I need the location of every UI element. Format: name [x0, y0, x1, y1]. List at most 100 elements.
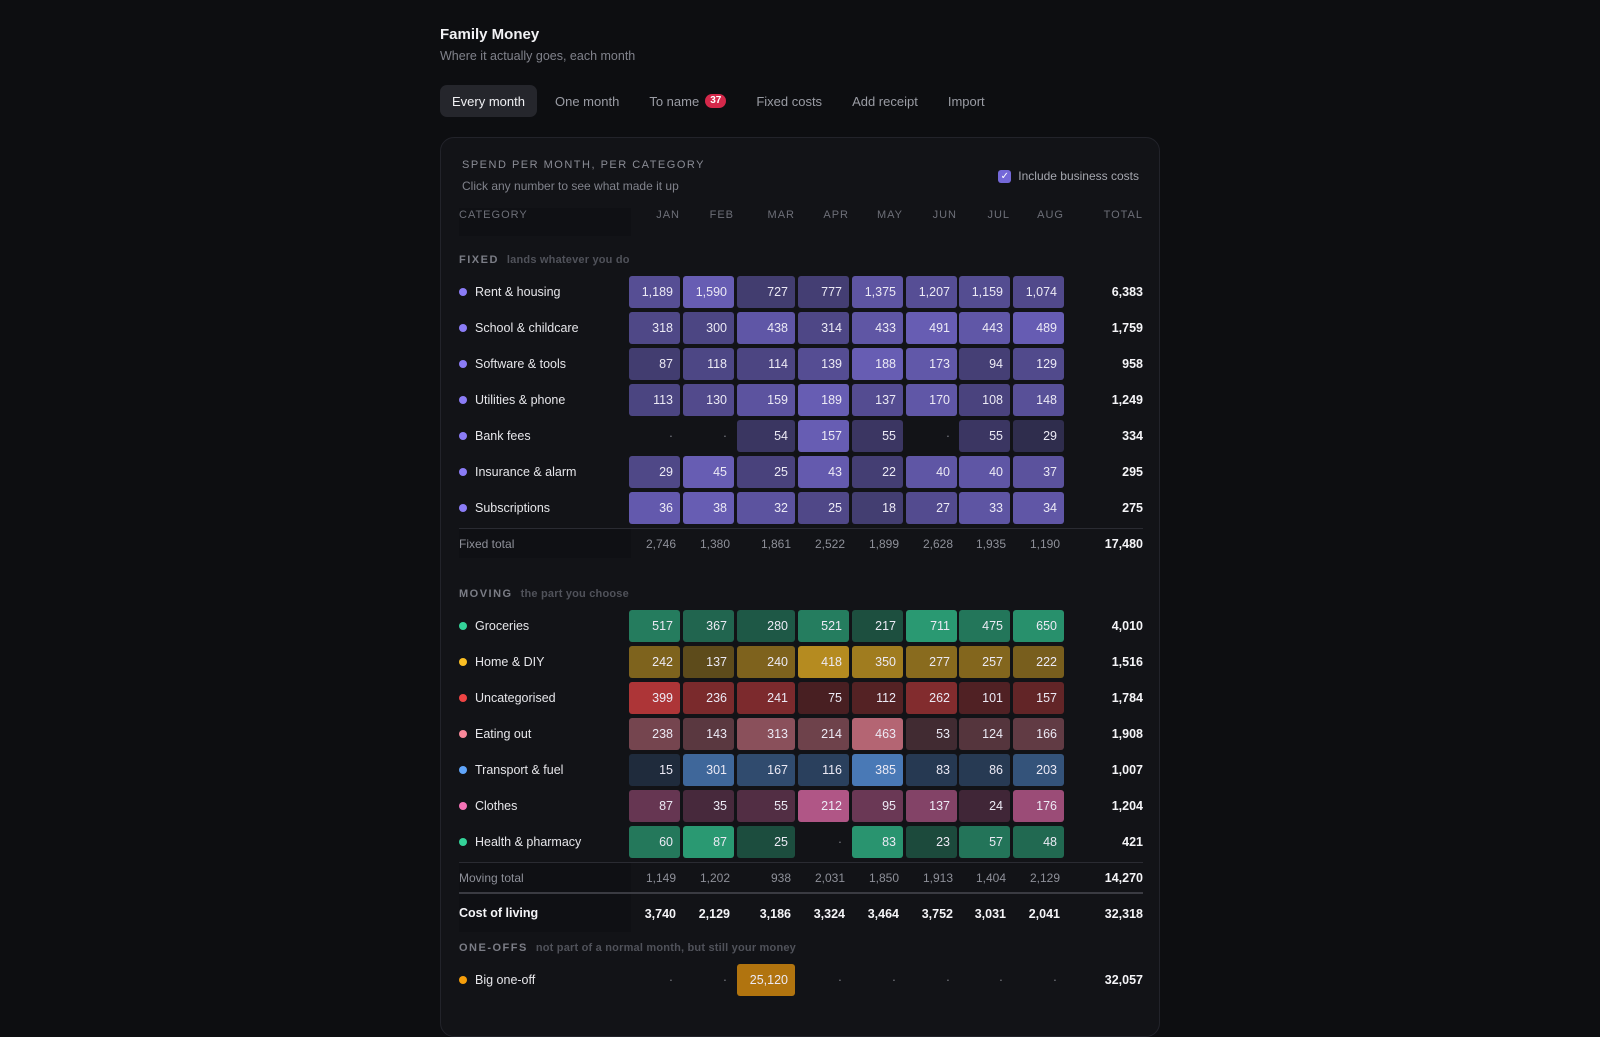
amount-cell[interactable]: 27 [906, 492, 957, 524]
column-header-month[interactable]: MAR [767, 209, 795, 221]
amount-cell[interactable]: 29 [629, 456, 680, 488]
category-cell[interactable]: School & childcare [459, 312, 631, 344]
category-cell[interactable]: Uncategorised [459, 682, 631, 714]
row-total[interactable]: 4,010 [1111, 619, 1143, 633]
amount-cell[interactable]: 1,074 [1013, 276, 1064, 308]
cost-of-living-total[interactable]: 32,318 [1104, 907, 1143, 921]
category-cell[interactable]: Health & pharmacy [459, 826, 631, 858]
column-header-month[interactable]: JUL [987, 209, 1010, 221]
amount-cell[interactable]: 385 [852, 754, 903, 786]
amount-cell[interactable]: 25,120 [737, 964, 795, 996]
column-header-month[interactable]: JUN [932, 209, 957, 221]
amount-cell[interactable]: 15 [629, 754, 680, 786]
amount-cell[interactable]: 203 [1013, 754, 1064, 786]
section-total-cell[interactable]: 2,129 [1029, 871, 1060, 885]
amount-cell[interactable]: 222 [1013, 646, 1064, 678]
section-total-cell[interactable]: 938 [770, 871, 791, 885]
category-cell[interactable]: Clothes [459, 790, 631, 822]
section-total-cell[interactable]: 2,031 [814, 871, 845, 885]
cost-of-living-cell[interactable]: 2,041 [1028, 907, 1060, 921]
cost-of-living-cell[interactable]: 3,186 [759, 907, 791, 921]
section-total-cell[interactable]: 1,202 [699, 871, 730, 885]
amount-cell[interactable]: 25 [737, 826, 795, 858]
column-header-month[interactable]: MAY [876, 209, 903, 221]
amount-cell[interactable]: 33 [959, 492, 1010, 524]
amount-cell[interactable]: 95 [852, 790, 903, 822]
row-total[interactable]: 1,759 [1111, 321, 1143, 335]
category-cell[interactable]: Insurance & alarm [459, 456, 631, 488]
category-cell[interactable]: Transport & fuel [459, 754, 631, 786]
section-grand-total[interactable]: 14,270 [1104, 871, 1143, 885]
section-total-cell[interactable]: 1,404 [975, 871, 1006, 885]
amount-cell[interactable]: 55 [737, 790, 795, 822]
amount-cell[interactable]: 517 [629, 610, 680, 642]
amount-cell[interactable]: 443 [959, 312, 1010, 344]
amount-cell[interactable]: 166 [1013, 718, 1064, 750]
amount-cell[interactable]: 112 [852, 682, 903, 714]
amount-cell[interactable]: 176 [1013, 790, 1064, 822]
amount-cell[interactable]: 130 [683, 384, 734, 416]
amount-cell[interactable]: 241 [737, 682, 795, 714]
amount-cell[interactable]: 727 [737, 276, 795, 308]
amount-cell[interactable]: 277 [906, 646, 957, 678]
category-cell[interactable]: Rent & housing [459, 276, 631, 308]
amount-cell[interactable]: 87 [683, 826, 734, 858]
section-total-cell[interactable]: 2,628 [922, 537, 953, 551]
row-total[interactable]: 6,383 [1111, 285, 1143, 299]
amount-cell[interactable]: 167 [737, 754, 795, 786]
row-total[interactable]: 1,007 [1111, 763, 1143, 777]
amount-cell[interactable]: 300 [683, 312, 734, 344]
column-header-month[interactable]: JAN [656, 209, 680, 221]
category-cell[interactable]: Big one-off [459, 964, 631, 996]
amount-cell[interactable]: 139 [798, 348, 849, 380]
amount-cell[interactable]: 118 [683, 348, 734, 380]
amount-cell[interactable]: 1,590 [683, 276, 734, 308]
amount-cell[interactable]: 650 [1013, 610, 1064, 642]
section-total-cell[interactable]: 1,913 [922, 871, 953, 885]
amount-cell[interactable]: 1,189 [629, 276, 680, 308]
category-cell[interactable]: Home & DIY [459, 646, 631, 678]
amount-cell[interactable]: 87 [629, 348, 680, 380]
amount-cell[interactable]: 217 [852, 610, 903, 642]
amount-cell[interactable]: 189 [798, 384, 849, 416]
amount-cell[interactable]: 55 [852, 420, 903, 452]
amount-cell[interactable]: 173 [906, 348, 957, 380]
amount-cell[interactable]: 23 [906, 826, 957, 858]
cost-of-living-cell[interactable]: 3,324 [813, 907, 845, 921]
amount-cell[interactable]: 55 [959, 420, 1010, 452]
amount-cell[interactable]: 238 [629, 718, 680, 750]
category-cell[interactable]: Subscriptions [459, 492, 631, 524]
cost-of-living-cell[interactable]: 3,740 [644, 907, 676, 921]
amount-cell[interactable]: 83 [906, 754, 957, 786]
amount-cell[interactable]: 137 [683, 646, 734, 678]
amount-cell[interactable]: 489 [1013, 312, 1064, 344]
cost-of-living-cell[interactable]: 3,031 [974, 907, 1006, 921]
amount-cell[interactable]: 22 [852, 456, 903, 488]
section-total-cell[interactable]: 2,746 [645, 537, 676, 551]
section-total-cell[interactable]: 1,861 [760, 537, 791, 551]
amount-cell[interactable]: 318 [629, 312, 680, 344]
amount-cell[interactable]: 399 [629, 682, 680, 714]
row-total[interactable]: 1,516 [1111, 655, 1143, 669]
amount-cell[interactable]: 54 [737, 420, 795, 452]
amount-cell[interactable]: 214 [798, 718, 849, 750]
amount-cell[interactable]: 24 [959, 790, 1010, 822]
business-costs-toggle[interactable]: ✓ Include business costs [998, 169, 1139, 183]
row-total[interactable]: 1,784 [1111, 691, 1143, 705]
amount-cell[interactable]: 32 [737, 492, 795, 524]
amount-cell[interactable]: 137 [852, 384, 903, 416]
amount-cell[interactable]: 711 [906, 610, 957, 642]
amount-cell[interactable]: 143 [683, 718, 734, 750]
amount-cell[interactable]: 113 [629, 384, 680, 416]
cost-of-living-cell[interactable]: 3,752 [921, 907, 953, 921]
amount-cell[interactable]: 114 [737, 348, 795, 380]
row-total[interactable]: 275 [1122, 501, 1143, 515]
amount-cell[interactable]: 75 [798, 682, 849, 714]
amount-cell[interactable]: 35 [683, 790, 734, 822]
amount-cell[interactable]: 57 [959, 826, 1010, 858]
row-total[interactable]: 958 [1122, 357, 1143, 371]
section-total-cell[interactable]: 1,899 [868, 537, 899, 551]
tab-import[interactable]: Import [936, 85, 997, 117]
amount-cell[interactable]: 433 [852, 312, 903, 344]
row-total[interactable]: 1,249 [1111, 393, 1143, 407]
